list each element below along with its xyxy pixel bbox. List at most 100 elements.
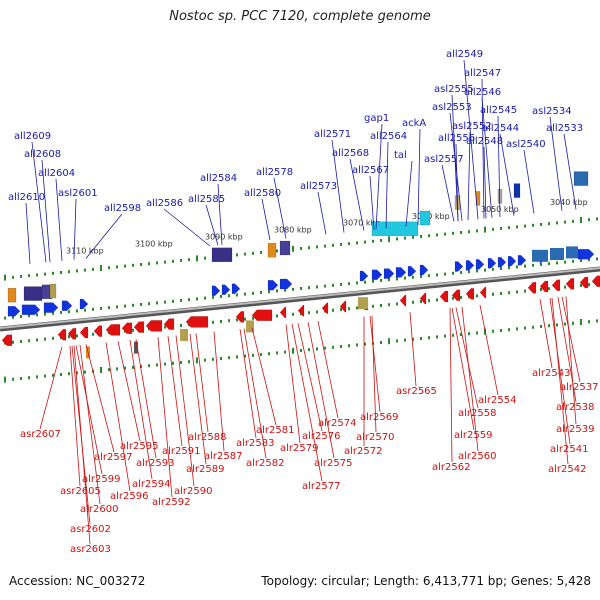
reverse-label-leader <box>79 344 101 505</box>
accession-text: Accession: NC_003272 <box>9 574 146 588</box>
tick-mark-inner-bottom <box>564 285 566 289</box>
tick-mark-bottom <box>4 376 6 383</box>
forward-label-leader <box>375 123 383 230</box>
tick-mark-top <box>524 224 526 228</box>
tick-mark-inner-top <box>412 275 414 279</box>
tick-mark-inner-top <box>436 273 438 277</box>
tick-mark-bottom <box>108 368 110 372</box>
tick-mark-inner-bottom <box>476 294 478 298</box>
tick-mark-inner-top <box>444 272 446 276</box>
tick-mark-inner-top <box>12 315 14 319</box>
scale-tick-label: 3090 kbp <box>205 233 243 242</box>
scale-tick-label: 3060 kbp <box>412 212 450 221</box>
tick-mark-top <box>44 272 46 276</box>
tick-mark-top <box>364 240 366 244</box>
tick-mark-bottom <box>276 351 278 355</box>
tick-mark-inner-bottom <box>308 311 310 315</box>
reverse-gene-arrow <box>591 275 600 288</box>
reverse-gene-label: alr2581 <box>256 425 294 436</box>
forward-gene-arrow <box>419 264 429 276</box>
forward-gene-label: all2610 <box>8 192 45 203</box>
reverse-label-leader <box>455 307 479 409</box>
reverse-label-leader <box>551 297 569 465</box>
tick-mark-inner-bottom <box>236 318 238 322</box>
tick-mark-bottom <box>420 337 422 340</box>
reverse-gene-label: alr2576 <box>302 431 340 442</box>
tick-mark-bottom <box>564 322 566 326</box>
backbone-line <box>0 267 600 329</box>
tick-mark-bottom <box>52 373 54 377</box>
tick-mark-top <box>76 269 78 273</box>
forward-gene-arrow <box>221 284 231 296</box>
reverse-gene-label: alr2538 <box>556 402 594 413</box>
tick-mark-top <box>436 233 438 237</box>
reverse-label-leader <box>85 344 115 453</box>
tick-mark-top <box>476 229 478 233</box>
forward-label-leader <box>499 133 515 216</box>
tick-mark-inner-top <box>236 293 238 297</box>
tick-mark-inner-bottom <box>316 310 318 314</box>
tick-mark-inner-top <box>324 284 326 288</box>
reverse-label-leader <box>39 346 63 430</box>
tick-mark-top <box>324 244 326 248</box>
tick-mark-bottom <box>156 363 158 367</box>
tick-mark-inner-bottom <box>508 291 510 295</box>
reverse-label-leader <box>69 345 81 487</box>
tick-mark-top <box>92 267 94 271</box>
tick-mark-bottom <box>396 339 398 343</box>
tick-mark-bottom <box>540 325 542 328</box>
forward-label-leader <box>369 175 375 230</box>
forward-label-leader <box>205 204 219 246</box>
tick-mark-bottom <box>76 371 78 375</box>
tick-mark-top <box>388 236 390 243</box>
reverse-gene-label: alr2543 <box>532 368 570 379</box>
forward-gene-label: all2568 <box>332 148 369 159</box>
tick-mark-inner-top <box>164 300 166 304</box>
tick-mark-inner-top <box>140 303 142 306</box>
tick-mark-inner-top <box>116 305 118 309</box>
tick-mark-top <box>28 274 30 278</box>
tick-mark-bottom <box>300 349 302 352</box>
tick-mark-top <box>500 227 502 230</box>
tick-mark-top <box>580 217 582 223</box>
tick-mark-bottom <box>84 370 86 374</box>
reverse-gene-arrow <box>297 304 305 317</box>
tick-mark-top <box>532 223 534 227</box>
tick-mark-bottom <box>228 356 230 360</box>
tick-mark-top <box>116 265 118 269</box>
tick-mark-inner-top <box>500 267 502 270</box>
tick-mark-inner-bottom <box>212 320 214 324</box>
tick-mark-bottom <box>580 319 582 325</box>
tick-mark-inner-bottom <box>252 316 254 320</box>
tick-mark-bottom <box>332 345 334 349</box>
tick-mark-bottom <box>532 325 534 329</box>
tick-mark-bottom <box>148 364 150 368</box>
forward-gene-label: asl2540 <box>506 139 546 150</box>
tick-mark-inner-bottom <box>460 296 462 299</box>
forward-label-leader <box>417 128 421 226</box>
forward-label-leader <box>217 183 223 245</box>
reverse-label-leader <box>297 323 323 432</box>
tick-mark-inner-top <box>196 297 198 301</box>
tick-mark-bottom <box>316 347 318 351</box>
tick-mark-top <box>84 268 86 272</box>
tick-mark-inner-top <box>596 257 598 261</box>
tick-mark-top <box>404 236 406 240</box>
tick-mark-inner-bottom <box>340 308 342 311</box>
tick-mark-inner-top <box>44 312 46 316</box>
forward-gene-arrow <box>487 257 497 269</box>
forward-gene-arrow <box>21 304 41 316</box>
tick-mark-bottom <box>476 331 478 335</box>
reverse-label-leader <box>285 324 301 444</box>
tick-mark-inner-top <box>204 296 206 300</box>
tick-mark-top <box>508 226 510 230</box>
tick-mark-inner-bottom <box>28 339 30 343</box>
reverse-gene-label: alr2599 <box>82 474 120 485</box>
forward-gene-label: all2604 <box>38 168 75 179</box>
tick-mark-top <box>380 239 382 242</box>
reverse-label-leader <box>135 339 157 459</box>
tick-mark-top <box>60 271 62 274</box>
forward-label-leader <box>55 178 63 261</box>
tick-mark-inner-bottom <box>92 332 94 336</box>
